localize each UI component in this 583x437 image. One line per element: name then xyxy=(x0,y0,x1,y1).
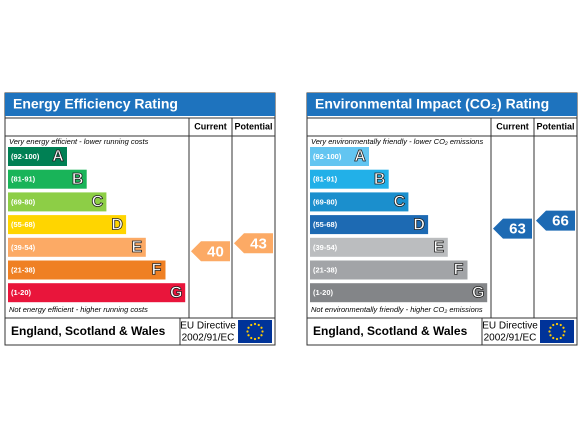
band-letter: B xyxy=(72,171,84,188)
rating-band xyxy=(310,237,448,257)
band-letter: C xyxy=(394,194,406,211)
eu-star xyxy=(548,330,551,333)
eu-star xyxy=(260,334,263,337)
rating-band xyxy=(310,260,468,280)
current-arrow xyxy=(493,218,532,239)
footer-directive: 2002/91/EC xyxy=(182,333,235,344)
band-range: (69-80) xyxy=(313,197,338,206)
band-range: (39-54) xyxy=(313,243,338,252)
band-letter: B xyxy=(374,171,386,188)
eu-star xyxy=(555,337,559,341)
band-letter: F xyxy=(152,262,162,279)
eu-star xyxy=(562,326,565,329)
rating-band xyxy=(8,169,87,189)
footer-directive: EU Directive xyxy=(482,321,538,332)
band-range: (92-100) xyxy=(313,152,342,161)
rating-band xyxy=(310,215,429,235)
potential-value: 43 xyxy=(250,235,267,252)
current-value: 40 xyxy=(207,243,224,260)
rating-band xyxy=(8,215,127,235)
potential-arrow xyxy=(234,233,273,254)
rating-band xyxy=(8,283,186,303)
band-range: (21-38) xyxy=(313,265,338,274)
band-range: (81-91) xyxy=(11,175,36,184)
eu-star xyxy=(246,330,249,333)
band-letter: C xyxy=(92,194,104,211)
eu-star xyxy=(549,326,552,329)
rating-band xyxy=(310,283,488,303)
eu-star xyxy=(250,336,253,340)
potential-value: 66 xyxy=(552,213,569,230)
eu-star xyxy=(247,334,250,337)
band-range: (1-20) xyxy=(11,288,32,297)
eu-star xyxy=(260,326,263,329)
top-note: Very energy efficient - lower running co… xyxy=(9,137,149,146)
footer-region: England, Scotland & Wales xyxy=(313,324,468,338)
column-header: Current xyxy=(194,121,227,131)
eu-star xyxy=(253,337,257,341)
band-range: (39-54) xyxy=(11,243,36,252)
column-header: Potential xyxy=(536,121,574,131)
eu-star xyxy=(247,326,250,329)
band-letter: D xyxy=(413,216,425,233)
band-range: (55-68) xyxy=(313,220,338,229)
eu-star xyxy=(552,323,555,327)
eu-star xyxy=(559,323,562,327)
eu-star xyxy=(562,334,565,337)
footer-region: England, Scotland & Wales xyxy=(11,324,166,338)
footer-directive: EU Directive xyxy=(180,321,236,332)
current-arrow xyxy=(191,241,230,262)
rating-band xyxy=(8,260,166,280)
current-value: 63 xyxy=(509,221,526,238)
band-range: (55-68) xyxy=(11,220,36,229)
rating-band xyxy=(310,192,409,212)
rating-band xyxy=(8,192,107,212)
rating-band xyxy=(310,147,369,166)
eu-flag xyxy=(540,320,574,343)
title-bar xyxy=(307,93,577,116)
band-range: (21-38) xyxy=(11,265,36,274)
eu-star xyxy=(261,330,264,333)
column-header: Current xyxy=(496,121,529,131)
column-header: Potential xyxy=(234,121,272,131)
band-letter: F xyxy=(454,262,464,279)
footer-directive: 2002/91/EC xyxy=(484,333,537,344)
eu-star xyxy=(250,323,253,327)
eu-star xyxy=(559,336,562,340)
eu-star xyxy=(549,334,552,337)
eu-flag xyxy=(238,320,272,343)
eu-star xyxy=(552,336,555,340)
band-letter: E xyxy=(433,239,444,256)
rating-band xyxy=(8,147,67,166)
eu-star xyxy=(563,330,566,333)
potential-arrow xyxy=(536,210,575,231)
band-letter: A xyxy=(52,148,64,165)
panel-title: Energy Efficiency Rating xyxy=(13,96,178,112)
band-range: (69-80) xyxy=(11,197,36,206)
title-bar xyxy=(5,93,275,116)
band-letter: A xyxy=(354,148,366,165)
eu-star xyxy=(257,336,260,340)
top-note: Very environmentally friendly - lower CO… xyxy=(311,137,483,146)
panel-title: Environmental Impact (CO₂) Rating xyxy=(315,96,549,112)
eu-star xyxy=(257,323,260,327)
eu-star xyxy=(555,322,559,326)
rating-band xyxy=(8,237,146,257)
band-letter: E xyxy=(131,239,142,256)
rating-band xyxy=(310,169,389,189)
band-range: (81-91) xyxy=(313,175,338,184)
band-range: (1-20) xyxy=(313,288,334,297)
band-letter: D xyxy=(111,216,123,233)
bottom-note: Not energy efficient - higher running co… xyxy=(9,305,148,314)
band-letter: G xyxy=(472,284,484,301)
band-range: (92-100) xyxy=(11,152,40,161)
eu-star xyxy=(253,322,257,326)
band-letter: G xyxy=(170,284,182,301)
bottom-note: Not environmentally friendly - higher CO… xyxy=(311,305,483,314)
